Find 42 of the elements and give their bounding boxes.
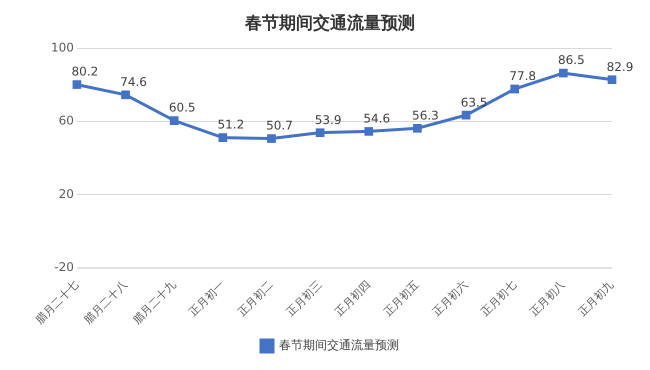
point xyxy=(316,128,324,138)
data-label: 63.5 xyxy=(460,95,488,110)
data-label: 54.6 xyxy=(363,112,390,126)
chart-title: 春节期间交通流量预测 xyxy=(244,14,415,34)
x-tick-label: 正月初三 xyxy=(284,278,324,319)
data-label: 53.9 xyxy=(314,112,342,127)
data-label: 77.8 xyxy=(509,69,536,84)
point xyxy=(510,84,520,94)
x-tick-label: 正月初一 xyxy=(186,278,227,319)
x-tick-label: 腊月二十九 xyxy=(130,278,178,326)
point xyxy=(559,68,568,78)
point xyxy=(121,90,130,100)
legend-label: 春节期间交通流量预测 xyxy=(279,338,399,352)
point xyxy=(72,80,82,89)
point xyxy=(267,134,276,143)
data-label: 82.9 xyxy=(606,60,634,74)
x-tick-label: 正月初七 xyxy=(478,278,519,319)
point xyxy=(462,110,470,120)
x-tick-label: 正月初二 xyxy=(235,278,276,319)
x-tick-label: 正月初四 xyxy=(332,278,373,319)
point xyxy=(170,116,179,125)
y-tick-label: 60 xyxy=(58,114,74,128)
data-label: 56.3 xyxy=(412,108,439,122)
y-tick-label: 20 xyxy=(58,186,74,201)
x-tick-label: 正月初五 xyxy=(381,278,422,319)
y-tick-label: 100 xyxy=(51,40,74,55)
x-tick-label: 腊月二十八 xyxy=(82,278,130,326)
data-label: 86.5 xyxy=(558,53,585,68)
data-label: 60.5 xyxy=(168,100,196,115)
x-tick-label: 正月初八 xyxy=(527,278,568,319)
data-label: 50.7 xyxy=(266,118,293,133)
data-label: 51.2 xyxy=(217,118,244,132)
point xyxy=(364,127,374,136)
y-tick-label: -20 xyxy=(54,260,74,274)
x-tick-label: 正月初九 xyxy=(576,278,616,319)
data-label: 74.6 xyxy=(120,74,147,89)
point xyxy=(413,124,422,133)
data-label: 80.2 xyxy=(72,64,98,79)
x-tick-label: 正月初六 xyxy=(430,278,470,319)
point xyxy=(218,133,228,142)
x-tick-label: 腊月二十七 xyxy=(32,278,82,326)
point xyxy=(608,75,616,84)
